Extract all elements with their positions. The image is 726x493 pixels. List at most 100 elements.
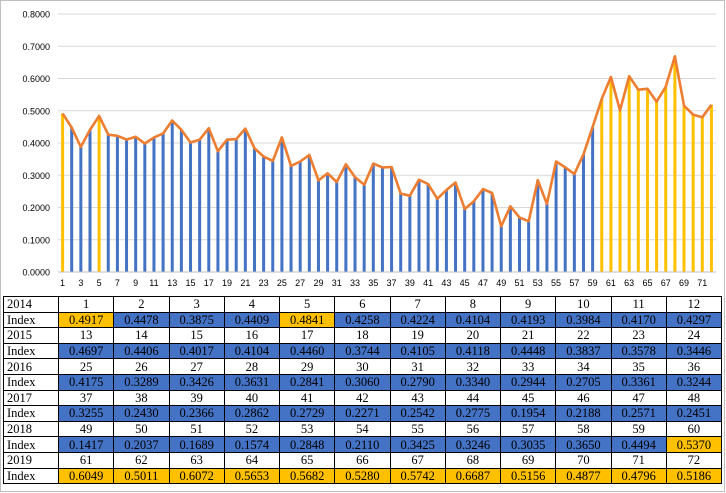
index-value: 0.4017: [168, 342, 225, 360]
x-tick-label: 55: [551, 278, 561, 288]
period-number: 38: [113, 389, 170, 407]
bar-43: [444, 190, 448, 272]
index-value: 0.4224: [389, 311, 446, 329]
bar-66: [655, 101, 659, 272]
period-number: 28: [223, 358, 281, 375]
bar-32: [344, 164, 348, 272]
period-number: 32: [444, 358, 502, 375]
index-label: Index: [3, 467, 59, 485]
index-value: 0.2110: [334, 436, 391, 453]
index-label: Index: [3, 405, 59, 422]
period-number: 8: [444, 296, 502, 313]
period-number: 46: [555, 389, 612, 407]
bar-36: [380, 167, 384, 272]
period-number: 35: [610, 358, 667, 375]
y-tick-label: 0.0000: [22, 268, 50, 278]
index-value: 0.3361: [610, 373, 667, 391]
x-tick-label: 47: [478, 278, 488, 288]
x-tick-label: 11: [149, 278, 158, 288]
bar-22: [252, 148, 256, 272]
bar-37: [390, 167, 394, 272]
period-number: 51: [168, 420, 225, 438]
index-value: 0.3425: [389, 436, 446, 453]
period-number: 49: [57, 420, 115, 438]
index-value: 0.2451: [665, 405, 723, 422]
index-value: 0.6049: [57, 467, 115, 485]
index-value: 0.4460: [278, 342, 336, 360]
x-tick-label: 33: [350, 278, 360, 288]
bar-61: [609, 76, 613, 273]
period-number: 58: [555, 420, 612, 438]
bar-64: [636, 89, 640, 272]
x-tick-label: 69: [679, 278, 689, 288]
y-tick-label: 0.2000: [22, 203, 50, 213]
x-tick-label: 35: [368, 278, 378, 288]
x-tick-label: 61: [606, 278, 616, 288]
y-tick-label: 0.8000: [22, 10, 50, 20]
x-tick-label: 53: [533, 278, 543, 288]
bar-14: [179, 129, 183, 272]
y-tick-label: 0.3000: [22, 171, 50, 181]
index-value: 0.4841: [278, 311, 336, 329]
period-number: 6: [334, 296, 391, 313]
bar-26: [289, 165, 293, 272]
index-value: 0.2271: [334, 405, 391, 422]
period-number: 66: [334, 451, 391, 469]
period-number: 48: [665, 389, 723, 407]
bar-10: [143, 143, 147, 272]
index-value: 0.3255: [57, 405, 115, 422]
period-number: 16: [223, 327, 281, 344]
bar-44: [454, 182, 458, 272]
index-value: 0.3837: [555, 342, 612, 360]
index-row: Index 0.3255 0.2430 0.2366 0.2862 0.2729 0.227…: [3, 405, 723, 422]
bar-15: [189, 142, 193, 272]
x-tick-label: 63: [624, 278, 634, 288]
period-number: 65: [278, 451, 336, 469]
bar-12: [161, 133, 165, 272]
period-number: 43: [389, 389, 446, 407]
index-value: 0.2790: [389, 373, 446, 391]
x-tick-label: 29: [313, 278, 323, 288]
period-number: 10: [555, 296, 612, 313]
index-value: 0.5011: [113, 467, 170, 485]
x-tick-label: 3: [78, 278, 83, 288]
bar-3: [79, 147, 83, 272]
bar-40: [417, 179, 421, 272]
index-row: Index 0.4175 0.3289 0.3426 0.3631 0.2841 0.306…: [3, 373, 723, 391]
index-value: 0.4104: [444, 311, 502, 329]
index-value: 0.1574: [223, 436, 281, 453]
period-number: 70: [555, 451, 612, 469]
bar-28: [307, 154, 311, 272]
period-number: 13: [57, 327, 115, 344]
bar-56: [563, 167, 567, 272]
index-value: 0.2430: [113, 405, 170, 422]
index-value: 0.2366: [168, 405, 225, 422]
bar-9: [134, 136, 138, 272]
bar-62: [618, 110, 622, 272]
x-tick-label: 17: [204, 278, 214, 288]
index-value: 0.3340: [444, 373, 502, 391]
index-value: 0.4406: [113, 342, 170, 360]
index-value: 0.4796: [610, 467, 667, 485]
period-number: 31: [389, 358, 446, 375]
period-number: 55: [389, 420, 446, 438]
index-value: 0.5742: [389, 467, 446, 485]
period-number: 17: [278, 327, 336, 344]
period-number: 14: [113, 327, 170, 344]
period-number: 60: [665, 420, 723, 438]
index-value: 0.2188: [555, 405, 612, 422]
index-value: 0.3246: [444, 436, 502, 453]
index-value: 0.3244: [665, 373, 723, 391]
bar-67: [664, 86, 668, 273]
period-number: 1: [57, 296, 115, 313]
index-label: Index: [3, 342, 59, 360]
index-value: 0.2841: [278, 373, 336, 391]
x-tick-label: 27: [295, 278, 305, 288]
bar-25: [280, 137, 284, 272]
period-number: 41: [278, 389, 336, 407]
index-value: 0.3426: [168, 373, 225, 391]
bar-5: [97, 115, 101, 272]
index-value: 0.4105: [389, 342, 446, 360]
period-number: 59: [610, 420, 667, 438]
year-row: 2019 61 62 63 64 65 66 67 68 69 70 71 72: [3, 451, 723, 469]
